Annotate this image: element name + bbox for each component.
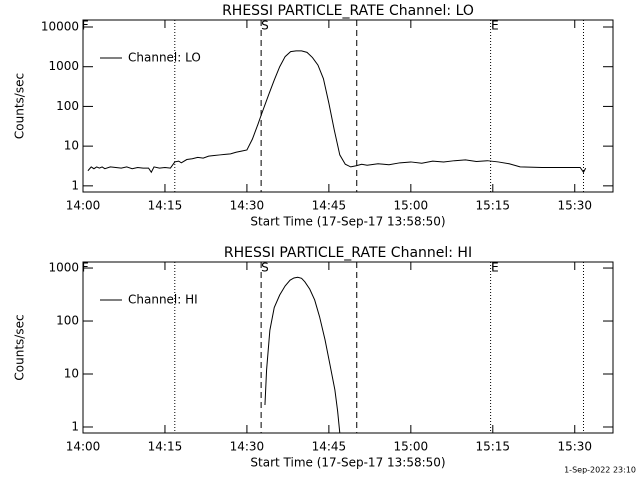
chart-title: RHESSI PARTICLE_RATE Channel: HI — [224, 245, 472, 261]
x-tick-label: 14:30 — [230, 440, 265, 454]
y-tick-label: 1000 — [48, 261, 79, 275]
data-line — [264, 276, 341, 433]
legend-label: Channel: LO — [128, 51, 201, 65]
x-tick-label: 14:00 — [66, 199, 101, 213]
x-tick-label: 14:30 — [230, 199, 265, 213]
marker-label: S — [261, 19, 269, 33]
y-axis-label: Counts/sec — [13, 73, 27, 139]
x-tick-label: 14:00 — [66, 440, 101, 454]
x-tick-label: 15:30 — [557, 199, 592, 213]
x-axis-label: Start Time (17-Sep-17 13:58:50) — [250, 456, 445, 470]
y-tick-label: 100 — [56, 99, 79, 113]
marker-label: E — [491, 261, 499, 275]
x-tick-label: 14:45 — [312, 199, 347, 213]
x-tick-label: 15:15 — [475, 440, 510, 454]
footer: 1-Sep-2022 23:10 — [564, 466, 636, 475]
marker-label: S — [261, 261, 269, 275]
x-axis-label: Start Time (17-Sep-17 13:58:50) — [250, 215, 445, 229]
x-tick-label: 15:30 — [557, 440, 592, 454]
x-tick-label: 14:45 — [312, 440, 347, 454]
y-tick-label: 1000 — [48, 59, 79, 73]
y-tick-label: 1 — [71, 178, 79, 192]
marker-label: F — [82, 261, 89, 275]
x-tick-label: 15:15 — [475, 199, 510, 213]
y-tick-label: 10000 — [41, 19, 79, 33]
legend-label: Channel: HI — [128, 293, 198, 307]
data-line — [87, 50, 587, 174]
y-tick-label: 10 — [64, 139, 79, 153]
plot-frame — [82, 261, 614, 434]
y-axis-label: Counts/sec — [13, 314, 27, 380]
x-tick-label: 14:15 — [148, 440, 183, 454]
x-tick-label: 15:00 — [394, 440, 429, 454]
marker-label: F — [82, 19, 89, 33]
marker-label: E — [491, 19, 499, 33]
x-tick-label: 15:00 — [394, 199, 429, 213]
plot-frame — [82, 19, 614, 193]
y-tick-label: 10 — [64, 367, 79, 381]
chart-title: RHESSI PARTICLE_RATE Channel: LO — [222, 3, 474, 19]
y-tick-label: 1 — [71, 419, 79, 433]
y-tick-label: 100 — [56, 314, 79, 328]
x-tick-label: 14:15 — [148, 199, 183, 213]
